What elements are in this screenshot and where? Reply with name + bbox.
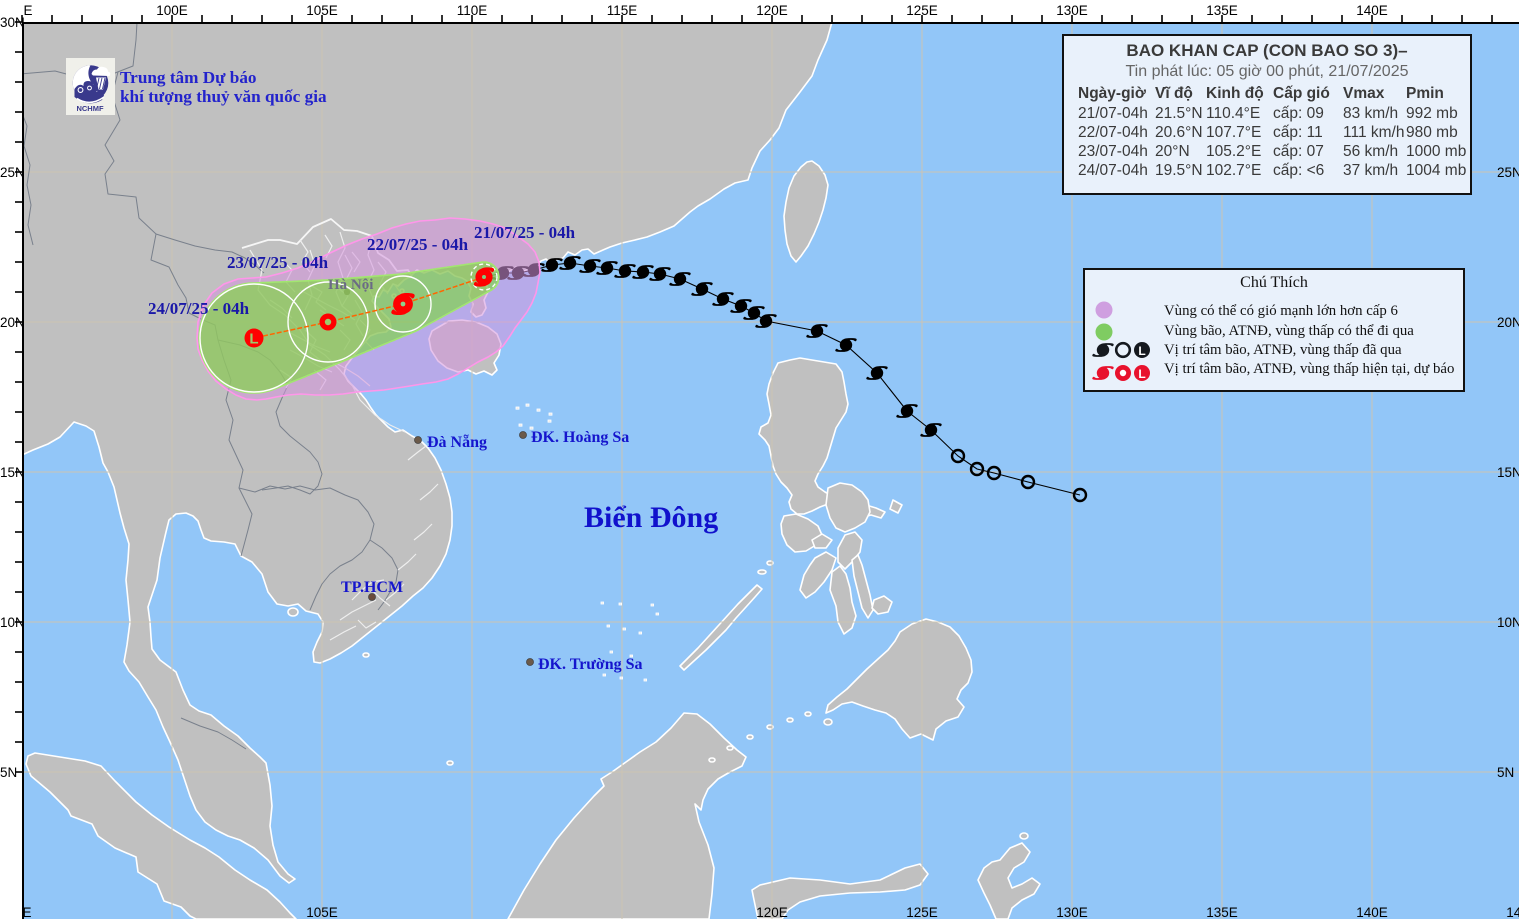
svg-text:10N: 10N: [0, 615, 25, 630]
svg-text:NCHMF: NCHMF: [76, 104, 103, 113]
svg-text:E: E: [22, 905, 31, 919]
svg-text:20N: 20N: [1497, 315, 1519, 330]
svg-text:ĐK. Trường Sa: ĐK. Trường Sa: [538, 656, 643, 673]
svg-text:L: L: [1138, 344, 1145, 358]
svg-text:23/07/25 - 04h: 23/07/25 - 04h: [227, 253, 329, 272]
svg-text:100E: 100E: [156, 3, 188, 18]
svg-text:125E: 125E: [906, 3, 938, 18]
svg-text:22/07/25 - 04h: 22/07/25 - 04h: [367, 235, 469, 254]
svg-text:140E: 140E: [1356, 3, 1388, 18]
svg-text:Biển Đông: Biển Đông: [584, 501, 718, 534]
svg-text:24/07/25 - 04h: 24/07/25 - 04h: [148, 299, 250, 318]
svg-text:105E: 105E: [306, 3, 338, 18]
svg-text:135E: 135E: [1206, 3, 1238, 18]
svg-text:130E: 130E: [1056, 3, 1088, 18]
svg-text:5N: 5N: [0, 765, 17, 780]
svg-text:10N: 10N: [1497, 615, 1519, 630]
svg-text:L: L: [1138, 367, 1145, 381]
svg-text:130E: 130E: [1056, 905, 1088, 919]
svg-text:Đà Nẵng: Đà Nẵng: [427, 434, 487, 451]
svg-text:Trung tâm Dự báo: Trung tâm Dự báo: [120, 68, 257, 87]
svg-text:125E: 125E: [906, 905, 938, 919]
svg-text:30N: 30N: [0, 15, 25, 30]
svg-text:Hà Nội: Hà Nội: [328, 277, 373, 293]
svg-text:105E: 105E: [306, 905, 338, 919]
svg-text:ĐK. Hoàng Sa: ĐK. Hoàng Sa: [531, 429, 629, 446]
svg-text:120E: 120E: [756, 905, 788, 919]
svg-text:khí tượng thuỷ văn quốc gia: khí tượng thuỷ văn quốc gia: [120, 87, 327, 106]
svg-text:20N: 20N: [0, 315, 25, 330]
svg-text:120E: 120E: [756, 3, 788, 18]
svg-text:25N: 25N: [1497, 165, 1519, 180]
svg-text:15N: 15N: [1497, 465, 1519, 480]
svg-text:110E: 110E: [457, 3, 488, 18]
svg-text:5N: 5N: [1497, 765, 1514, 780]
svg-text:21/07/25 - 04h: 21/07/25 - 04h: [474, 223, 576, 242]
svg-text:140E: 140E: [1356, 905, 1388, 919]
svg-text:E: E: [23, 3, 32, 18]
svg-text:25N: 25N: [0, 165, 25, 180]
svg-text:135E: 135E: [1206, 905, 1238, 919]
svg-text:145E: 145E: [1506, 905, 1519, 919]
svg-text:15N: 15N: [0, 465, 25, 480]
svg-text:TP.HCM: TP.HCM: [341, 579, 403, 596]
svg-text:L: L: [249, 331, 258, 348]
svg-text:115E: 115E: [607, 3, 638, 18]
